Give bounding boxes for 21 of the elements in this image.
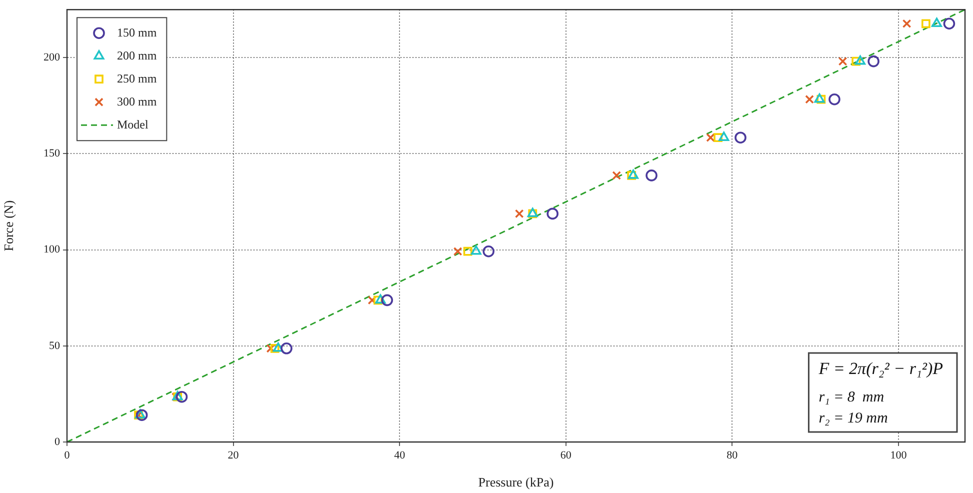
x-tick-label: 0 (64, 449, 70, 462)
y-tick-label: 0 (54, 436, 60, 448)
annotation: r₁ = 8 mm (818, 389, 884, 406)
annotation: F = 2π(r₂² − r₁²)P (818, 358, 943, 378)
x-tick-label: 20 (228, 449, 240, 462)
y-tick-label: 200 (44, 52, 60, 64)
legend-label: 200 mm (117, 48, 158, 62)
y-tick-label: 150 (44, 148, 60, 160)
annotation: r₂ = 19 mm (818, 410, 888, 426)
x-tick-label: 40 (394, 449, 406, 462)
x-tick-label: 60 (560, 449, 572, 462)
y-tick-label: 50 (49, 340, 60, 352)
y-tick-label: 100 (44, 244, 60, 256)
x-tick-label: 100 (890, 449, 908, 462)
legend-label: Model (117, 117, 149, 132)
x-axis-title: Pressure (kPa) (478, 474, 554, 490)
legend-label: 250 mm (117, 71, 158, 86)
x-tick-label: 80 (726, 449, 738, 462)
legend-label: 300 mm (117, 94, 158, 108)
y-axis-title: Force (N) (1, 200, 16, 252)
legend-label: 150 mm (117, 25, 158, 40)
